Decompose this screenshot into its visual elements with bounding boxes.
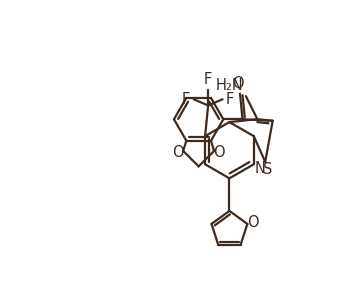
Text: S: S xyxy=(263,162,272,176)
Text: O: O xyxy=(232,76,244,91)
Text: F: F xyxy=(226,92,234,107)
Text: H₂N: H₂N xyxy=(215,78,243,94)
Text: O: O xyxy=(172,145,184,160)
Text: O: O xyxy=(247,214,259,230)
Text: N: N xyxy=(255,161,266,176)
Text: F: F xyxy=(182,92,190,107)
Text: O: O xyxy=(213,145,225,160)
Text: F: F xyxy=(204,72,212,87)
